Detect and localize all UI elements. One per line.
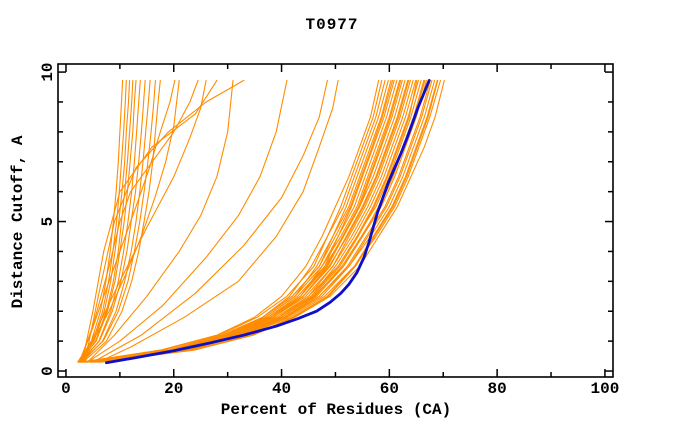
y-tick-label: 0 <box>39 366 57 376</box>
highlight-curve <box>105 79 431 365</box>
x-axis-label: Percent of Residues (CA) <box>221 401 451 419</box>
model-curve <box>79 79 406 363</box>
model-curve <box>77 79 124 363</box>
model-curve <box>81 79 401 363</box>
x-tick-label: 100 <box>591 380 620 398</box>
model-curve <box>79 79 410 363</box>
model-curve <box>97 79 395 363</box>
model-curve <box>86 79 288 363</box>
model-curve <box>81 79 218 363</box>
model-curve <box>82 79 161 363</box>
axis-ticks <box>58 64 613 377</box>
x-tick-label: 40 <box>272 380 291 398</box>
model-curve <box>80 79 386 363</box>
x-tick-label: 20 <box>164 380 183 398</box>
axis-tick-labels: 0 20 40 60 80 100 0 5 10 <box>39 62 619 398</box>
model-curve <box>81 79 380 363</box>
y-axis-label: Distance Cutoff, A <box>9 135 27 308</box>
model-curve <box>97 79 339 363</box>
model-curve <box>80 79 141 363</box>
model-curve <box>78 79 199 363</box>
y-tick-label: 10 <box>39 62 57 81</box>
model-curve <box>78 79 180 363</box>
x-tick-label: 0 <box>61 380 71 398</box>
model-curve <box>86 79 234 363</box>
model-curves <box>77 79 445 365</box>
chart-title: T0977 <box>305 16 358 34</box>
model-curve <box>81 79 207 363</box>
x-tick-label: 80 <box>488 380 507 398</box>
x-tick-label: 60 <box>380 380 399 398</box>
model-curve <box>81 79 151 363</box>
y-tick-label: 5 <box>39 217 57 227</box>
model-curve <box>92 79 328 363</box>
model-curve <box>83 79 394 363</box>
model-curve <box>78 79 127 363</box>
model-curve <box>79 79 134 363</box>
model-curve <box>84 79 245 363</box>
model-curve <box>79 79 156 363</box>
model-curve <box>78 79 176 363</box>
